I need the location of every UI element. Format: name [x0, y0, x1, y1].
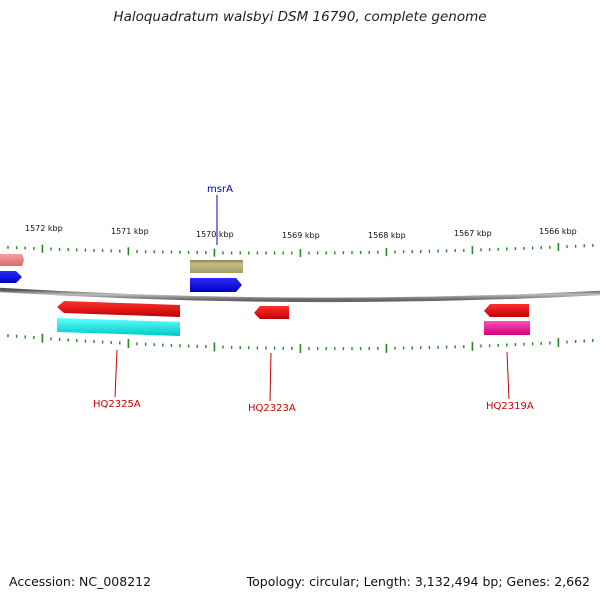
HQ2323A-leader	[269, 352, 272, 402]
feature-msrA-blue[interactable]	[190, 278, 242, 292]
feature-left-pink[interactable]	[0, 254, 24, 266]
scale-label-1570: 1570 kbp	[196, 230, 234, 239]
feature-msrA-olive[interactable]	[190, 260, 243, 273]
HQ2325A-leader	[114, 349, 118, 398]
gene-label-HQ2319A[interactable]: HQ2319A	[486, 401, 534, 412]
scale-label-1569: 1569 kbp	[282, 231, 320, 240]
feature-HQ2325A-red[interactable]	[57, 301, 180, 317]
scale-label-1566: 1566 kbp	[539, 227, 577, 236]
feature-HQ2325A-cyan[interactable]	[57, 318, 180, 336]
scale-label-1571: 1571 kbp	[111, 227, 149, 236]
feature-HQ2323A-red[interactable]	[254, 306, 289, 319]
gene-label-msrA[interactable]: msrA	[207, 184, 233, 195]
feature-HQ2319A-red[interactable]	[484, 304, 529, 317]
feature-left-blue[interactable]	[0, 271, 22, 283]
scale-label-1568: 1568 kbp	[368, 231, 406, 240]
scale-label-1567: 1567 kbp	[454, 229, 492, 238]
feature-HQ2319A-magenta[interactable]	[484, 321, 530, 335]
outer-scale-ticks	[7, 242, 594, 257]
genome-backbone	[0, 287, 600, 303]
topology-summary: Topology: circular; Length: 3,132,494 bp…	[246, 574, 590, 589]
genome-title: Haloquadratum walsbyi DSM 16790, complet…	[113, 9, 487, 25]
gene-label-HQ2323A[interactable]: HQ2323A	[248, 403, 296, 414]
inner-scale-ticks	[7, 333, 594, 353]
scale-label-1572: 1572 kbp	[25, 224, 63, 233]
gene-label-HQ2325A[interactable]: HQ2325A	[93, 399, 141, 410]
HQ2319A-leader	[506, 351, 510, 400]
accession-text: Accession: NC_008212	[9, 574, 152, 589]
